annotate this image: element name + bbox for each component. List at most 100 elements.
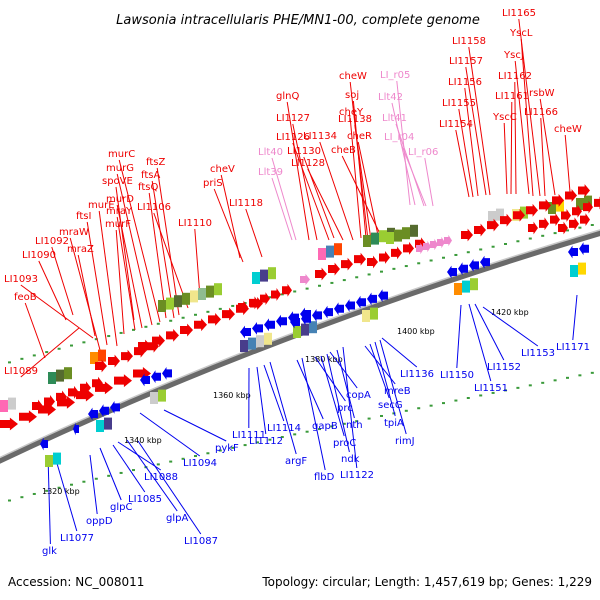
tick-dot xyxy=(70,483,73,486)
reverse-gene-label: LI1087 xyxy=(184,536,218,547)
tick-dot xyxy=(20,357,24,360)
tick-dot xyxy=(144,325,148,328)
reverse-gene-arrow xyxy=(469,259,479,272)
forward-gene-label: soj xyxy=(345,90,359,101)
tick-dot xyxy=(392,267,396,270)
reverse-gene-arrow xyxy=(240,325,251,339)
forward-gene-label: cheV xyxy=(210,164,235,175)
tick-dot xyxy=(342,422,346,425)
forward-strand-genes xyxy=(0,184,600,431)
forward-gene-arrow xyxy=(513,208,525,222)
tick-dot xyxy=(590,223,594,226)
forward-gene-label: LI1089 xyxy=(4,366,38,377)
tick-dot xyxy=(466,251,470,254)
reverse-gene-label: mreB xyxy=(384,386,411,397)
reverse-strand-genes xyxy=(40,242,589,451)
tick-dot xyxy=(206,310,210,313)
tick-dot xyxy=(429,404,433,407)
gene-labels: feoB LI1089 LI1090 LI1092 LI1093 mraZ mraW ftsI… xyxy=(4,8,590,557)
reverse-gene-label: LI1122 xyxy=(340,470,374,481)
tick-dot xyxy=(466,396,470,399)
forward-gene-arrow xyxy=(594,196,600,210)
tick-dot xyxy=(156,322,160,325)
tick-dot xyxy=(156,463,160,466)
reverse-gene-arrow xyxy=(378,289,388,302)
forward-gene-label: YscJ xyxy=(503,50,524,61)
tick-dot xyxy=(243,444,247,447)
tick-dot xyxy=(528,384,532,387)
tick-dot xyxy=(454,399,458,402)
forward-gene-arrow xyxy=(561,209,571,222)
tick-dot xyxy=(132,328,135,331)
tick-dot xyxy=(553,379,557,382)
tick-dot xyxy=(293,433,297,436)
category-block xyxy=(394,229,402,242)
forward-gene-label: cheW xyxy=(339,71,367,82)
tick-dot xyxy=(590,371,594,374)
category-block xyxy=(206,285,214,298)
forward-gene-arrow xyxy=(528,221,538,235)
tick-dot xyxy=(169,460,173,463)
forward-gene-label: LI1090 xyxy=(22,250,56,261)
tick-dot xyxy=(516,386,520,389)
forward-gene-label: ftsA xyxy=(141,170,160,181)
forward-gene-label: ftsQ xyxy=(138,182,158,193)
forward-gene-arrow xyxy=(249,296,259,310)
rna-gene-label: Llt39 xyxy=(258,167,283,178)
tick-dot xyxy=(553,232,557,235)
tick-dot xyxy=(491,245,495,248)
reverse-gene-label: LI1111 xyxy=(232,430,266,441)
forward-gene-arrow xyxy=(56,390,67,404)
reverse-gene-label: LI1077 xyxy=(60,533,94,544)
forward-gene-arrow xyxy=(166,328,179,342)
reverse-gene-label: LI1094 xyxy=(183,458,217,469)
forward-gene-arrow xyxy=(271,288,281,301)
category-block xyxy=(104,417,112,430)
forward-gene-label: priS xyxy=(203,178,223,189)
tick-dot xyxy=(107,474,111,477)
tick-dot xyxy=(32,354,36,357)
forward-gene-arrow xyxy=(583,200,593,214)
reverse-gene-label: copA xyxy=(346,390,371,401)
reverse-gene-arrow xyxy=(276,314,287,328)
forward-gene-label: cheR xyxy=(347,131,372,142)
forward-gene-arrow xyxy=(32,399,43,413)
forward-gene-label: glnQ xyxy=(276,91,299,102)
tick-dot xyxy=(218,307,222,310)
tick-dot xyxy=(70,344,73,347)
category-block xyxy=(158,300,166,312)
tick-dot xyxy=(355,420,359,423)
forward-gene-arrow xyxy=(138,339,151,353)
forward-gene-arrow xyxy=(121,349,133,363)
category-block xyxy=(386,232,394,244)
reverse-gene-arrow xyxy=(568,245,578,259)
reverse-gene-label: LI1151 xyxy=(474,383,508,394)
forward-gene-label: LI1128 xyxy=(291,158,325,169)
tick-dot xyxy=(94,477,98,480)
forward-gene-arrow xyxy=(391,246,402,260)
coordinate-ticks: 1320 kbp 1340 kbp 1360 kbp 1380 kbp 1400… xyxy=(42,308,529,496)
reverse-gene-label: ndk xyxy=(341,454,360,465)
forward-gene-arrow xyxy=(379,251,390,264)
reverse-gene-arrow xyxy=(323,305,333,319)
forward-gene-label: mraW xyxy=(59,227,89,238)
forward-gene-label: ftsI xyxy=(76,211,91,222)
category-block xyxy=(496,208,504,221)
tick-dot xyxy=(417,262,421,265)
forward-gene-label: cheW xyxy=(554,124,582,135)
forward-gene-label: ftsZ xyxy=(146,157,165,168)
forward-gene-label: LI1134 xyxy=(303,131,337,142)
reverse-gene-arrow xyxy=(301,312,311,326)
reverse-gene-arrow xyxy=(579,242,589,256)
tick-dot xyxy=(82,480,86,483)
tick-dot xyxy=(566,376,569,379)
genome-backbone xyxy=(0,229,600,464)
tick-dot xyxy=(578,226,582,229)
forward-gene-arrow xyxy=(194,318,207,332)
tick-dot xyxy=(280,293,284,296)
rna-gene-arrow xyxy=(300,273,310,286)
forward-gene-label: LI1130 xyxy=(287,146,321,157)
tick-dot xyxy=(293,290,297,293)
category-block xyxy=(264,332,272,345)
tick-dot xyxy=(566,229,569,232)
